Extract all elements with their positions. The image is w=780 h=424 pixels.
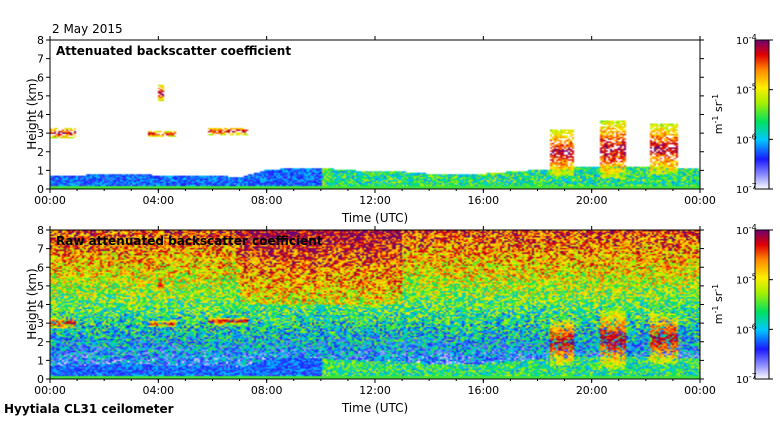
- panel-raw-attenuated: 0 1 2 3 4 5 6 7 8 00:00 04:00 08:00 12:00 16:00 20:00 0…: [25, 223, 773, 415]
- y-tick-label: 2: [37, 146, 44, 159]
- panel-axes: 0 1 2 3 4 5 6 7 8 00:00 04:00 08:00 12:00 16:00 20:00 0…: [34, 224, 716, 397]
- colorbar-ticks: 10-7 10-6 10-5 10-4: [736, 223, 773, 386]
- footer-instrument: Hyytiala CL31 ceilometer: [4, 402, 174, 416]
- y-tick-label: 1: [37, 354, 44, 367]
- x-tick-label: 12:00: [359, 194, 391, 207]
- y-tick-label: 0: [37, 373, 44, 386]
- x-tick-label: 04:00: [142, 194, 174, 207]
- panel-attenuated: 0 1 2 3 4 5 6 7 8 00:00 04:00 08:00 12:00 16:00 20:00 0…: [25, 33, 773, 225]
- x-tick-label: 08:00: [251, 384, 283, 397]
- y-tick-label: 7: [37, 53, 44, 66]
- x-tick-label: 08:00: [251, 194, 283, 207]
- x-tick-label: 00:00: [684, 384, 716, 397]
- y-tick-label: 6: [37, 71, 44, 84]
- panel-title: Raw attenuated backscatter coefficient: [56, 234, 323, 248]
- colorbar-tick-label: 10-7: [736, 372, 757, 386]
- x-tick-label: 12:00: [359, 384, 391, 397]
- x-tick-label: 20:00: [576, 194, 608, 207]
- colorbar-tick-label: 10-5: [736, 83, 757, 97]
- colorbar-tick-label: 10-6: [736, 322, 757, 336]
- x-axis-label: Time (UTC): [341, 211, 408, 225]
- colorbar-tick-label: 10-6: [736, 132, 757, 146]
- panel-title: Attenuated backscatter coefficient: [56, 44, 291, 58]
- y-tick-label: 6: [37, 261, 44, 274]
- colorbar: [754, 229, 770, 380]
- x-tick-label: 16:00: [467, 384, 499, 397]
- colorbar-tick-label: 10-5: [736, 273, 757, 287]
- y-tick-label: 2: [37, 336, 44, 349]
- y-tick-label: 4: [37, 109, 44, 122]
- colorbar: [754, 39, 770, 190]
- x-tick-label: 16:00: [467, 194, 499, 207]
- y-tick-label: 8: [37, 34, 44, 47]
- date-label: 2 May 2015: [52, 22, 123, 36]
- y-tick-label: 5: [37, 90, 44, 103]
- x-tick-label: 00:00: [34, 194, 66, 207]
- y-axis-label: Height (km): [25, 78, 39, 149]
- colorbar-unit: m-1 sr-1: [711, 284, 725, 324]
- attenuated-heatmap: [50, 40, 700, 189]
- y-tick-label: 3: [37, 127, 44, 140]
- raw-heatmap: [50, 230, 700, 379]
- colorbar-tick-label: 10-4: [736, 223, 757, 237]
- y-tick-label: 1: [37, 164, 44, 177]
- colorbar-tick-label: 10-4: [736, 33, 757, 47]
- panel-axes: 0 1 2 3 4 5 6 7 8 00:00 04:00 08:00 12:00 16:00 20:00 0…: [34, 34, 716, 207]
- colorbar-unit: m-1 sr-1: [711, 94, 725, 134]
- x-tick-label: 00:00: [34, 384, 66, 397]
- y-tick-label: 0: [37, 183, 44, 196]
- y-tick-label: 3: [37, 317, 44, 330]
- y-axis-label: Height (km): [25, 268, 39, 339]
- x-tick-label: 00:00: [684, 194, 716, 207]
- colorbar-tick-label: 10-7: [736, 182, 757, 196]
- y-tick-label: 5: [37, 280, 44, 293]
- y-tick-label: 8: [37, 224, 44, 237]
- y-tick-label: 4: [37, 299, 44, 312]
- colorbar-ticks: 10-7 10-6 10-5 10-4: [736, 33, 773, 196]
- x-axis-label: Time (UTC): [341, 401, 408, 415]
- x-tick-label: 20:00: [576, 384, 608, 397]
- x-tick-label: 04:00: [142, 384, 174, 397]
- y-tick-label: 7: [37, 243, 44, 256]
